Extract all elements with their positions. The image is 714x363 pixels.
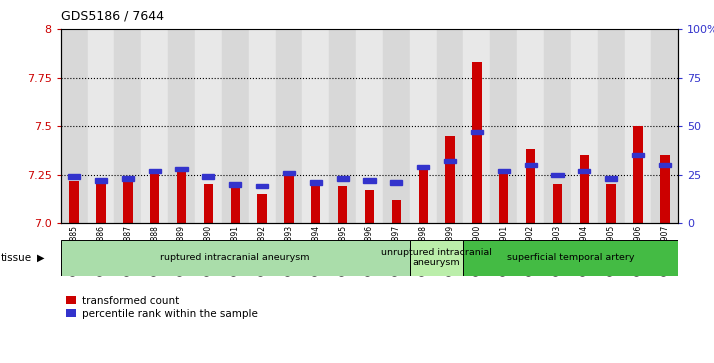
Bar: [625, 29, 651, 223]
Bar: [391, 180, 403, 185]
Bar: [606, 184, 616, 223]
Bar: [383, 29, 410, 223]
Bar: [283, 171, 295, 175]
Bar: [437, 29, 463, 223]
Bar: [150, 173, 159, 223]
Bar: [632, 153, 644, 158]
Bar: [222, 29, 248, 223]
Bar: [605, 176, 617, 181]
Legend: transformed count, percentile rank within the sample: transformed count, percentile rank withi…: [66, 295, 258, 319]
Bar: [248, 29, 276, 223]
Bar: [580, 155, 589, 223]
Bar: [229, 182, 241, 187]
Bar: [356, 29, 383, 223]
Bar: [471, 130, 483, 134]
Bar: [257, 194, 267, 223]
Bar: [302, 29, 329, 223]
Bar: [499, 171, 508, 223]
Bar: [598, 29, 625, 223]
Bar: [256, 184, 268, 188]
Bar: [231, 186, 240, 223]
Bar: [203, 184, 213, 223]
Bar: [463, 29, 491, 223]
Text: tissue: tissue: [1, 253, 32, 263]
Bar: [195, 29, 222, 223]
Bar: [660, 155, 670, 223]
Bar: [122, 176, 134, 181]
Bar: [410, 29, 437, 223]
Bar: [517, 29, 544, 223]
Bar: [633, 126, 643, 223]
Bar: [365, 190, 374, 223]
Bar: [659, 163, 671, 167]
Bar: [284, 175, 293, 223]
Bar: [410, 240, 463, 276]
Bar: [61, 240, 410, 276]
Text: ruptured intracranial aneurysm: ruptured intracranial aneurysm: [161, 253, 310, 262]
Bar: [141, 29, 168, 223]
Bar: [69, 180, 79, 223]
Bar: [417, 165, 429, 169]
Bar: [651, 29, 678, 223]
Bar: [123, 179, 133, 223]
Bar: [551, 172, 563, 177]
Bar: [177, 171, 186, 223]
Bar: [338, 186, 347, 223]
Text: GDS5186 / 7644: GDS5186 / 7644: [61, 9, 164, 22]
Bar: [498, 169, 510, 173]
Bar: [88, 29, 114, 223]
Bar: [392, 200, 401, 223]
Bar: [472, 62, 482, 223]
Bar: [336, 176, 348, 181]
Bar: [525, 163, 537, 167]
Bar: [571, 29, 598, 223]
Bar: [202, 175, 214, 179]
Bar: [168, 29, 195, 223]
Bar: [418, 165, 428, 223]
Bar: [276, 29, 302, 223]
Bar: [114, 29, 141, 223]
Bar: [311, 184, 321, 223]
Bar: [68, 175, 80, 179]
Bar: [363, 178, 376, 183]
Bar: [310, 180, 322, 185]
Bar: [553, 184, 562, 223]
Bar: [149, 169, 161, 173]
Bar: [61, 29, 88, 223]
Bar: [95, 178, 107, 183]
Bar: [491, 29, 517, 223]
Bar: [96, 184, 106, 223]
Text: unruptured intracranial
aneurysm: unruptured intracranial aneurysm: [381, 248, 492, 268]
Bar: [463, 240, 678, 276]
Bar: [329, 29, 356, 223]
Bar: [578, 169, 590, 173]
Bar: [176, 167, 188, 171]
Bar: [544, 29, 571, 223]
Bar: [526, 150, 536, 223]
Text: ▶: ▶: [37, 253, 45, 263]
Bar: [446, 136, 455, 223]
Text: superficial temporal artery: superficial temporal artery: [507, 253, 635, 262]
Bar: [444, 159, 456, 163]
